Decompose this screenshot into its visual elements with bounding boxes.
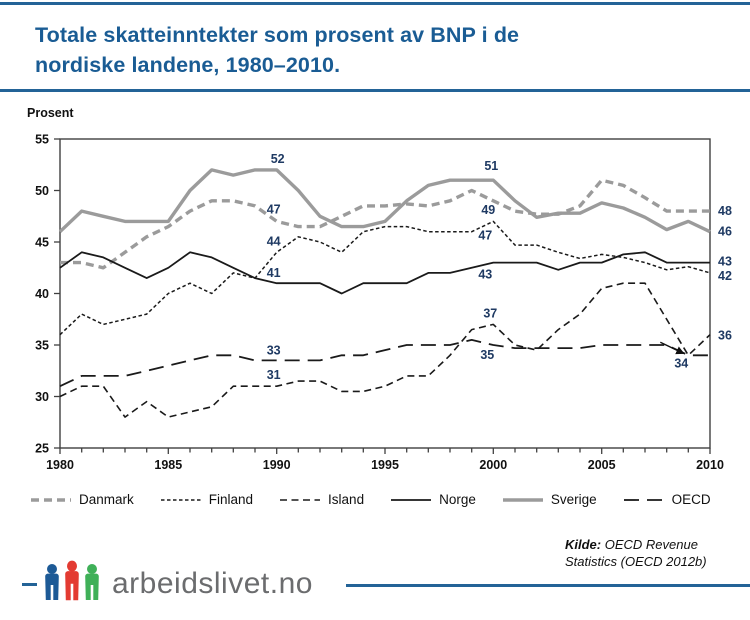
data-label-danmark-1990: 47 (267, 202, 281, 216)
x-tick-label: 1995 (371, 458, 399, 472)
series-line-danmark (60, 178, 710, 270)
series-line-norge (59, 251, 710, 295)
footer-left-dash (22, 583, 37, 586)
data-label-sverige-2000: 51 (484, 159, 498, 173)
series-line-oecd (59, 338, 710, 388)
data-label-oecd-2000: 35 (480, 348, 494, 362)
x-tick-label: 1980 (46, 458, 74, 472)
x-tick-label: 2005 (588, 458, 616, 472)
legend-label-danmark: Danmark (79, 492, 134, 507)
data-label-sverige-1990: 52 (271, 152, 285, 166)
legend-swatch-island (280, 498, 321, 501)
annotation-arrow (659, 341, 685, 355)
legend-label-norge: Norge (439, 492, 476, 507)
data-label-island-2010: 36 (718, 329, 732, 343)
y-tick-label: 45 (35, 236, 49, 250)
legend-item-norge: Norge (390, 492, 476, 507)
legend-swatch-oecd (623, 498, 664, 501)
data-label-oecd-1990: 33 (267, 343, 281, 357)
source-label: Kilde: (565, 537, 602, 552)
legend-swatch-danmark (31, 497, 71, 502)
legend-label-oecd: OECD (671, 492, 711, 507)
x-tick-label: 2010 (696, 458, 724, 472)
data-label-finland-1990: 44 (267, 234, 281, 248)
y-tick-label: 25 (35, 442, 49, 456)
page-title: Totale skatteinntekter som prosent av BN… (35, 20, 519, 80)
data-label-island-1990: 31 (267, 368, 281, 382)
person-icon-red (65, 560, 79, 601)
people-logo-icon (45, 560, 99, 601)
series-line-sverige (58, 168, 711, 234)
y-tick-label: 40 (35, 287, 49, 301)
y-tick-label: 30 (35, 390, 49, 404)
data-label-norge-2000: 43 (478, 268, 492, 282)
source-text: OECD Revenue Statistics (OECD 2012b) (565, 537, 707, 569)
legend-label-island: Island (328, 492, 365, 507)
x-tick-label: 1985 (154, 458, 182, 472)
source-note: Kilde: OECD Revenue Statistics (OECD 201… (565, 536, 735, 570)
data-label-danmark-2010: 48 (718, 204, 732, 218)
legend: Danmark Finland Island Norge Sverige OECD (30, 492, 730, 507)
y-axis-title: Prosent (27, 106, 74, 120)
legend-swatch-sverige (502, 497, 543, 502)
data-label-oecd-2009: 34 (674, 356, 688, 370)
person-icon-green (85, 564, 99, 600)
data-label-finland-2000: 47 (478, 228, 492, 242)
data-label-finland-2010: 42 (718, 269, 732, 283)
brand-wordmark: arbeidslivet.no (112, 567, 313, 600)
legend-label-sverige: Sverige (550, 492, 597, 507)
legend-swatch-finland (160, 498, 201, 501)
y-tick-label: 55 (35, 133, 49, 147)
legend-item-sverige: Sverige (502, 492, 597, 507)
y-tick-label: 35 (35, 339, 49, 353)
data-label-island-2000: 37 (483, 306, 497, 320)
series-line-finland (59, 220, 711, 336)
person-icon-blue (45, 564, 59, 600)
legend-item-oecd: OECD (623, 492, 711, 507)
x-tick-label: 1990 (263, 458, 291, 472)
data-label-danmark-2000: 49 (481, 203, 495, 217)
footer-right-line (346, 584, 750, 587)
data-label-norge-1990: 41 (267, 266, 281, 280)
x-tick-label: 2000 (479, 458, 507, 472)
y-tick-label: 50 (35, 184, 49, 198)
header-rule (0, 89, 750, 92)
legend-item-finland: Finland (160, 492, 253, 507)
title-line-2: nordiske landene, 1980–2010. (35, 53, 341, 77)
legend-item-danmark: Danmark (30, 492, 134, 507)
legend-item-island: Island (279, 492, 364, 507)
legend-label-finland: Finland (208, 492, 254, 507)
legend-swatch-norge (391, 498, 432, 501)
data-label-norge-2010: 43 (718, 255, 732, 269)
title-line-1: Totale skatteinntekter som prosent av BN… (35, 23, 520, 47)
plot-frame (59, 138, 711, 449)
data-label-sverige-2010: 46 (718, 225, 732, 239)
top-rule (0, 2, 750, 5)
